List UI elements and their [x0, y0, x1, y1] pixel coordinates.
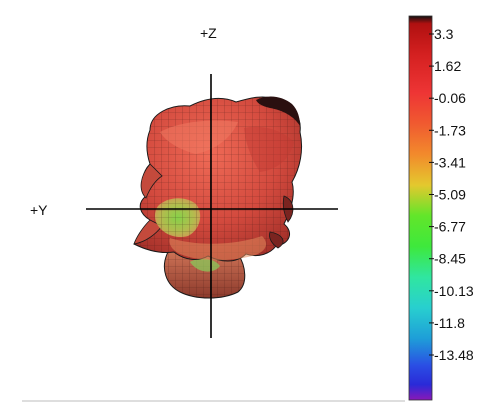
colorbar-tick-label: -13.48: [434, 347, 474, 363]
y-axis-label: +Y: [30, 202, 48, 218]
radiation-pattern-surface: [133, 96, 303, 299]
colorbar-tick-label: -11.8: [434, 315, 465, 331]
right-facet: [244, 126, 294, 172]
colorbar-tick-label: 1.62: [434, 58, 461, 74]
top-rim: [256, 96, 300, 126]
upper-facet: [160, 120, 238, 154]
colorbar: 3.3 1.62 -0.06 -1.73 -3.41 -5.09 -6.77 -8.45 -10…: [408, 15, 474, 401]
colorbar-tick-label: -3.41: [434, 154, 466, 170]
z-axis-label: +Z: [200, 25, 217, 41]
colorbar-tick-label: -6.77: [434, 219, 466, 235]
colorbar-ticks: 3.3 1.62 -0.06 -1.73 -3.41 -5.09 -6.77 -8.45 -10…: [429, 26, 474, 363]
colorbar-tick-label: 3.3: [434, 26, 454, 42]
lower-lobe-green: [190, 258, 220, 272]
colorbar-tick-label: -5.09: [434, 187, 466, 203]
colorbar-tick-label: -10.13: [434, 283, 474, 299]
colorbar-gradient: [408, 15, 433, 401]
left-spikes: [133, 163, 163, 245]
colorbar-tick-label: -8.45: [434, 251, 466, 267]
colorbar-tick-label: -0.06: [434, 90, 466, 106]
colorbar-tick-label: -1.73: [434, 122, 466, 138]
lower-band: [169, 236, 267, 261]
